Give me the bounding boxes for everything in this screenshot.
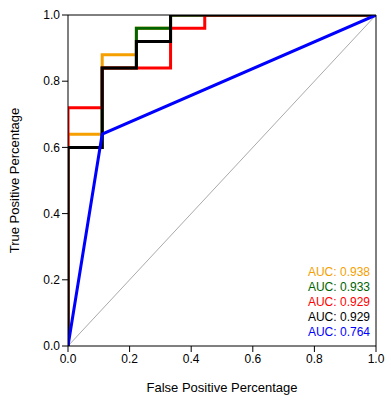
svg-text:1.0: 1.0 xyxy=(368,352,383,366)
svg-text:0.6: 0.6 xyxy=(43,141,60,155)
svg-text:True Positive Percentage: True Positive Percentage xyxy=(8,108,22,253)
svg-text:0.4: 0.4 xyxy=(43,207,60,221)
html-text:AUC: 0.933: AUC: 0.933 xyxy=(308,280,370,294)
svg-text:0.8: 0.8 xyxy=(306,352,323,366)
svg-text:0.2: 0.2 xyxy=(121,352,138,366)
svg-text:0.2: 0.2 xyxy=(43,273,60,287)
svg-text:0.0: 0.0 xyxy=(43,339,60,353)
svg-text:False Positive Percentage: False Positive Percentage xyxy=(146,380,297,395)
svg-text:0.8: 0.8 xyxy=(43,74,60,88)
html-text:AUC: 0.929: AUC: 0.929 xyxy=(308,310,370,324)
html-text:AUC: 0.764: AUC: 0.764 xyxy=(308,325,370,339)
svg-text:0.0: 0.0 xyxy=(60,352,77,366)
html-text:AUC: 0.938: AUC: 0.938 xyxy=(308,265,370,279)
svg-text:1.0: 1.0 xyxy=(43,8,60,22)
html-text:AUC: 0.929: AUC: 0.929 xyxy=(308,295,370,309)
svg-text:0.6: 0.6 xyxy=(244,352,261,366)
svg-text:0.4: 0.4 xyxy=(183,352,200,366)
